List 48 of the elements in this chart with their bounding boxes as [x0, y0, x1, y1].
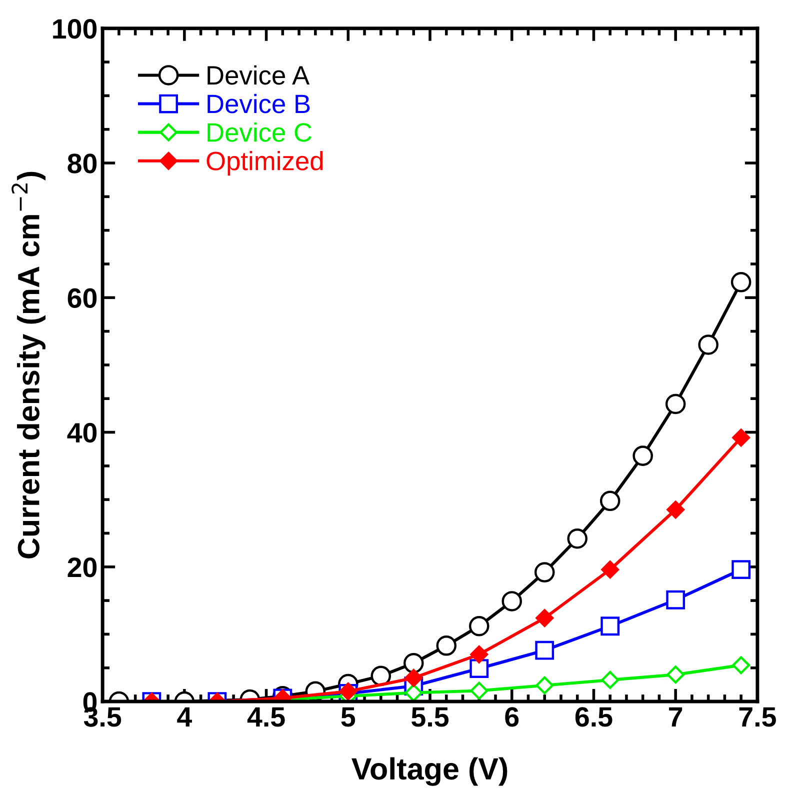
x-tick-label: 7	[669, 707, 682, 727]
point	[403, 653, 424, 674]
point	[404, 684, 423, 702]
point	[665, 394, 686, 414]
point	[436, 636, 457, 656]
x-tick-label: 5	[341, 707, 356, 727]
x-tick-label: 5.5	[412, 707, 449, 727]
point	[536, 609, 554, 628]
point	[601, 671, 620, 689]
x-axis-title: Voltage (V)	[352, 757, 508, 786]
point	[666, 590, 686, 610]
point	[502, 591, 522, 612]
point	[535, 640, 554, 660]
x-tick-label: 4.5	[247, 707, 285, 727]
point	[732, 428, 750, 447]
y-tick-label: 20	[68, 558, 97, 578]
point	[370, 666, 392, 686]
point	[666, 666, 685, 684]
y-tick-label: 80	[68, 154, 97, 174]
point	[600, 490, 620, 512]
point	[632, 446, 653, 466]
point	[732, 560, 751, 580]
point	[732, 656, 750, 674]
y-tick-label: 100	[53, 19, 97, 39]
point	[470, 682, 488, 700]
y-tick-label: 60	[68, 288, 97, 308]
point	[468, 616, 490, 636]
point	[470, 645, 488, 664]
point	[730, 272, 752, 292]
point	[666, 500, 685, 519]
x-tick-label: 7.5	[739, 707, 776, 727]
point	[470, 659, 489, 678]
y-axis-title: Current density (mA cm$^{−2}$)	[12, 172, 46, 558]
legend-label: Device C	[208, 122, 312, 142]
x-tick-label: 6	[505, 707, 519, 727]
x-tick-label: 6.5	[575, 707, 612, 727]
legend-label: Optimized	[206, 151, 323, 176]
legend-label: Device A	[208, 65, 310, 85]
y-tick-label: 40	[67, 422, 97, 443]
point	[536, 676, 554, 694]
x-tick-label: 4	[177, 707, 192, 727]
point	[567, 528, 588, 549]
point	[600, 616, 620, 636]
point	[698, 334, 718, 355]
point	[404, 668, 423, 687]
point	[601, 560, 620, 579]
point	[534, 562, 555, 582]
legend-label: Device B	[208, 94, 310, 114]
